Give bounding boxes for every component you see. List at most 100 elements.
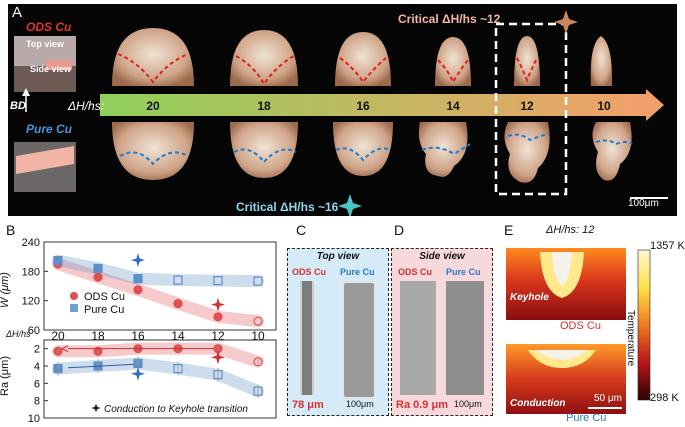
top-view-label: Top view: [26, 39, 64, 49]
w-ods-band: [52, 258, 264, 328]
ratio-tick-12: 12: [520, 99, 534, 113]
pure-track-image: [342, 281, 376, 399]
ra-ytick-label: 4: [34, 361, 40, 373]
legend-pure-text: Pure Cu: [84, 304, 124, 316]
panel-a-scale-label: 100μm: [628, 198, 659, 209]
x-tick-label: 10: [251, 329, 265, 343]
ra-axis-label: Ra (μm): [0, 356, 11, 396]
keyhole-cavity: [552, 252, 572, 286]
panel-d-label: D: [394, 222, 405, 238]
ratio-tick-labels: 20 18 16 14 12 10: [146, 99, 611, 113]
w-axis-label: W (μm): [0, 272, 11, 308]
w-pure-point: [53, 255, 63, 266]
pure-melt-pools: [112, 122, 633, 183]
ra-ytick-label: 6: [34, 378, 40, 390]
legend-pure-marker: [70, 304, 78, 312]
ratio-tick-20: 20: [146, 99, 160, 113]
critical-ods-label: Critical ΔH/hs ~12: [398, 12, 501, 26]
conduction-label: Conduction: [510, 398, 566, 409]
w-ods-point: [133, 285, 143, 295]
temperature-colorbar: [637, 249, 651, 401]
panel-e-scale-label: 50 μm: [594, 393, 622, 404]
dh-hs-arrow: [100, 89, 664, 121]
x-tick-label: 18: [91, 329, 105, 343]
w-plot-frame: [43, 241, 277, 331]
w-ods-point: [213, 312, 223, 322]
w-ytick-label: 240: [22, 237, 40, 249]
critical-pure-label: Critical ΔH/hs ~16: [236, 200, 339, 214]
x-tick-label: 16: [131, 329, 145, 343]
ods-label: ODS Cu: [26, 20, 72, 34]
pure-side-image: [446, 281, 484, 395]
ratio-tick-14: 14: [446, 99, 460, 113]
w-ods-point: [173, 298, 183, 309]
ra-pure-transition-icon: [131, 366, 145, 381]
temp-max-label: 1357 K: [650, 240, 685, 252]
panel-a-svg: 20 18 16 14 12 10: [14, 10, 668, 216]
conduction-melt-pool: [536, 350, 588, 360]
w-ytick-label: 60: [28, 325, 40, 337]
pure-sample-photo: [14, 142, 76, 192]
ratio-axis-label: ΔH/hs:: [68, 99, 105, 113]
panel-b-label: B: [6, 222, 16, 238]
ra-ods-transition-icon: [211, 350, 225, 365]
pure-transition-cross-icon: [338, 194, 362, 216]
transition-note: Conduction to Keyhole transition: [104, 404, 248, 415]
temperature-axis-label: Temperature: [625, 310, 636, 367]
panel-c-ods-label: ODS Cu: [292, 267, 327, 277]
panel-e-ods-label: ODS Cu: [560, 320, 601, 332]
panel-d-title: Side view: [419, 251, 465, 262]
panel-e-header: ΔH/hs: 12: [546, 224, 595, 236]
transition-note-icon: [91, 404, 101, 412]
x-tick-label: 14: [171, 329, 185, 343]
x-tick-label: 20: [51, 329, 65, 343]
w-pure-point: [253, 276, 263, 286]
w-pure-point: [133, 274, 143, 284]
panel-c-scale: 100μm: [346, 399, 374, 409]
panel-e-pure-label: Pure Cu: [566, 412, 607, 424]
axis-ticks: 60 120 180 240 2 4 6 8 10 20 18 16 14 12 10: [22, 237, 265, 424]
ra-ytick-label: 10: [28, 413, 40, 424]
ra-pure-band: [52, 357, 264, 398]
panel-d-ods-label: ODS Cu: [398, 267, 433, 277]
ra-ytick-label: 2: [34, 344, 40, 356]
pure-label: Pure Cu: [26, 122, 73, 136]
ra-ods-arrowhead: [60, 345, 69, 353]
ods-sample-photo: [14, 36, 76, 92]
w-ytick-label: 180: [22, 266, 40, 278]
panel-c-value: 78 μm: [292, 399, 324, 411]
ra-ods-point: [253, 357, 263, 367]
side-view-label: Side view: [30, 64, 72, 74]
panel-d-frame: Side view ODS Cu Pure Cu Ra 0.9 μm 100μm: [391, 248, 493, 416]
w-pure-point: [173, 275, 183, 285]
bd-label: BD: [10, 100, 26, 112]
temp-min-label: 298 K: [650, 392, 679, 404]
ra-ods-band: [52, 342, 264, 368]
panel-a-micrographs: 20 18 16 14 12 10 A ODS Cu Top view Side view…: [8, 4, 677, 216]
mid-axis-label: ΔH/hs: [5, 329, 31, 339]
keyhole-label: Keyhole: [510, 292, 549, 303]
x-tick-label: 12: [211, 329, 225, 343]
w-pure-point: [93, 263, 103, 273]
w-ods-point: [253, 316, 263, 326]
w-ods-transition-icon: [211, 297, 225, 312]
w-pure-point: [213, 276, 223, 286]
w-ytick-label: 120: [22, 296, 40, 308]
ratio-tick-16: 16: [356, 99, 370, 113]
ods-track-image: [300, 281, 314, 395]
panel-c-pure-label: Pure Cu: [340, 267, 375, 277]
panel-a-label: A: [12, 4, 23, 21]
panel-e-simulations: [506, 248, 651, 414]
ra-plot-frame: [43, 339, 277, 419]
ra-ytick-label: 8: [34, 396, 40, 408]
panel-d-value: Ra 0.9 μm: [396, 399, 448, 411]
panel-c-title: Top view: [316, 251, 360, 262]
build-direction-arrow: [22, 88, 30, 112]
panel-e-label: E: [504, 222, 514, 238]
w-pure-band: [52, 254, 264, 288]
panel-d-scale: 100μm: [454, 399, 482, 409]
critical-selection-box: [494, 22, 568, 196]
panel-b-chart: 60 120 180 240 2 4 6 8 10 20 18 16 14 12 10 W (μm) Ra …: [0, 237, 277, 424]
ra-pure-trend-arrow: [67, 363, 135, 369]
panel-c-frame: Top view ODS Cu Pure Cu 78 μm 100μm: [287, 248, 389, 416]
